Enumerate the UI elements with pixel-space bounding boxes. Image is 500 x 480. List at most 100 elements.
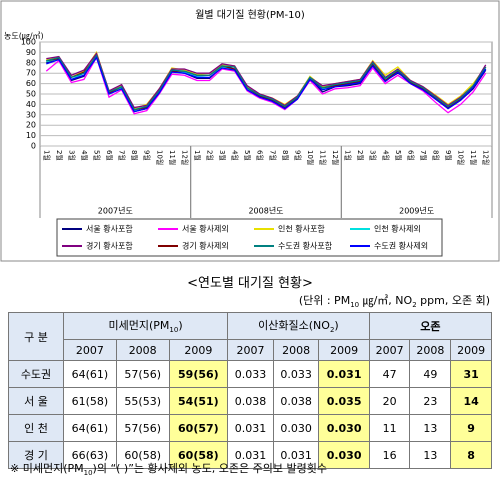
table-cell: 64(61)	[63, 360, 117, 388]
x-tick-label: 8월	[432, 150, 441, 161]
unit-sub: 2	[412, 301, 417, 310]
table-cell: 2007	[227, 339, 274, 361]
table-cell: 2008	[115, 339, 170, 361]
x-tick-label: 10월	[457, 150, 466, 165]
x-tick-label: 4월	[80, 150, 89, 161]
x-tick-label: 3월	[369, 150, 378, 161]
table-cell: 64(61)	[63, 414, 117, 442]
table-cell: 0.030	[272, 414, 320, 442]
unit-text: (단위 : PM	[298, 294, 351, 307]
x-tick-label: 10월	[155, 150, 164, 165]
table-cell: 20	[368, 387, 411, 415]
x-tick-label: 3월	[67, 150, 76, 161]
table-cell: 수도권	[8, 360, 64, 388]
table-cell: 55(53)	[115, 387, 170, 415]
table-cell: 2009	[318, 339, 370, 361]
table-cell: 59(56)	[168, 360, 229, 388]
legend-label: 경기 황사포함	[86, 241, 133, 251]
table-row: 경 기 66(63) 60(58) 60(58) 0.031 0.031 0.030 16 13…	[8, 441, 492, 469]
series-line	[46, 56, 487, 113]
y-tick-label: 20	[26, 121, 36, 130]
x-tick-label: 6월	[105, 150, 114, 161]
table-cell: 11	[368, 414, 411, 442]
table-row: 수도권 64(61) 57(56) 59(56) 0.033 0.033 0.031 47 49…	[8, 360, 492, 388]
table-title: <연도별 대기질 현황>	[187, 276, 313, 291]
y-tick-label: 50	[26, 90, 36, 99]
table-cell: 66(63)	[63, 441, 117, 469]
header-text: )	[334, 319, 339, 333]
y-tick-label: 10	[26, 131, 36, 140]
x-tick-label: 2월	[356, 150, 365, 161]
y-tick-label: 60	[26, 79, 36, 88]
table-cell: 2008	[409, 339, 452, 361]
header-text: 이산화질소(NO	[258, 319, 330, 333]
table-cell: 0.031	[318, 360, 370, 388]
table-cell: 61(58)	[63, 387, 117, 415]
table-cell: 60(57)	[168, 414, 229, 442]
table-cell: 47	[368, 360, 411, 388]
x-tick-label: 6월	[256, 150, 265, 161]
legend-label: 서울 황사포함	[86, 224, 133, 234]
table-cell: 2007	[368, 339, 411, 361]
group-label: 2009년도	[399, 206, 434, 216]
y-tick-label: 70	[26, 69, 36, 78]
table-cell: 미세먼지(PM10)	[62, 312, 229, 340]
legend-label: 수도권 황사제외	[374, 241, 428, 251]
x-tick-label: 7월	[419, 150, 428, 161]
table-cell: 0.033	[272, 360, 320, 388]
table-cell: 54(51)	[168, 387, 229, 415]
table-cell: 서 울	[8, 387, 64, 415]
legend-box	[56, 218, 443, 257]
table-cell: 13	[409, 414, 452, 442]
table-cell: 0.035	[318, 387, 370, 415]
table-cell: 13	[409, 441, 452, 469]
legend-label: 인천 황사제외	[374, 224, 421, 234]
header-text: 미세먼지(PM	[108, 319, 170, 333]
unit-text: ㎍/㎥, NO	[359, 294, 413, 307]
table-cell: 57(56)	[115, 360, 170, 388]
y-tick-label: 100	[21, 38, 36, 47]
header-text: 2	[329, 326, 335, 335]
table-cell: 오존	[368, 312, 493, 340]
note-sub: 10	[83, 469, 93, 478]
x-tick-label: 1월	[344, 150, 353, 161]
x-tick-label: 4월	[381, 150, 390, 161]
x-tick-label: 12월	[482, 150, 491, 165]
table-unit: (단위 : PM10 ㎍/㎥, NO2 ppm, 오존 회)	[299, 292, 490, 309]
header-text: 10	[169, 326, 179, 335]
table-cell: 16	[368, 441, 411, 469]
x-tick-label: 3월	[218, 150, 227, 161]
x-tick-label: 5월	[93, 150, 102, 161]
legend-label: 서울 황사제외	[182, 224, 229, 234]
group-label: 2008년도	[248, 206, 283, 216]
x-tick-label: 1월	[193, 150, 202, 161]
unit-sub: 10	[350, 301, 360, 310]
table-cell: 14	[450, 387, 492, 415]
table-row: 서 울 61(58) 55(53) 54(51) 0.038 0.038 0.035 20 23…	[8, 387, 492, 415]
x-tick-label: 4월	[231, 150, 240, 161]
x-tick-label: 7월	[268, 150, 277, 161]
x-tick-label: 12월	[180, 150, 189, 165]
x-tick-label: 11월	[469, 150, 478, 165]
chart-title: 월별 대기질 현황(PM-10)	[195, 9, 305, 21]
y-tick-label: 0	[31, 142, 36, 151]
x-tick-label: 9월	[444, 150, 453, 161]
footnote: ※ 미세먼지(PM10)의 “( )”는 황사제외 농도, 오존은 주의보 발령…	[10, 460, 327, 477]
table-cell: 0.038	[227, 387, 274, 415]
data-table: 구 분 미세먼지(PM10) 이산화질소(NO2) 오존 2007 2008 2009 200…	[8, 312, 493, 469]
x-tick-label: 8월	[130, 150, 139, 161]
table-row: 2007 2008 2009 2007 2008 2009 2007 2008 2009	[9, 339, 492, 361]
x-tick-label: 6월	[406, 150, 415, 161]
note-text: )의 “( )”는 황사제외 농도, 오존은 주의보 발령횟수	[92, 462, 327, 475]
legend-label: 수도권 황사포함	[278, 241, 333, 251]
table-cell: 경 기	[8, 441, 64, 469]
table-cell: 2007	[63, 339, 117, 361]
table-cell: 이산화질소(NO2)	[227, 312, 370, 340]
x-tick-label: 7월	[118, 150, 127, 161]
y-tick-label: 80	[26, 58, 36, 67]
table-cell: 23	[409, 387, 452, 415]
x-tick-label: 11월	[168, 150, 177, 165]
table-cell: 구 분	[8, 312, 64, 361]
